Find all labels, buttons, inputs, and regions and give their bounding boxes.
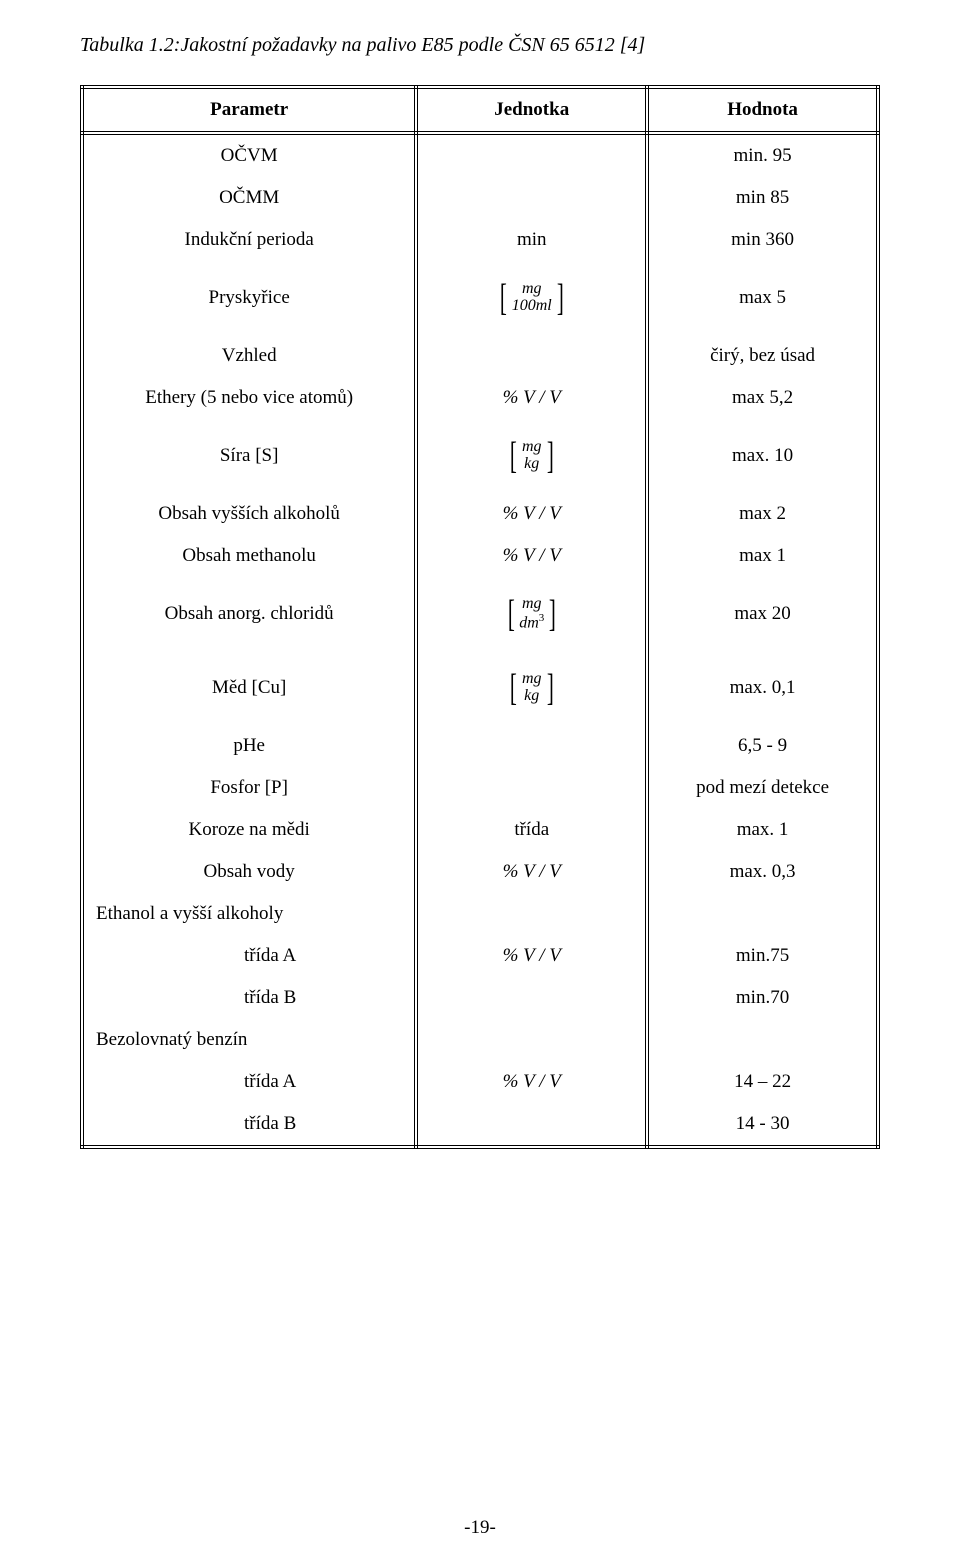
unit-cell: % V / V bbox=[416, 535, 647, 577]
page-number: -19- bbox=[0, 1517, 960, 1539]
table-row: Síra [S] [ mg kg ] max. 10 bbox=[82, 419, 878, 493]
table-row: OČMM min 85 bbox=[82, 177, 878, 219]
value-cell: min.75 bbox=[647, 935, 878, 977]
value-cell: max. 1 bbox=[647, 809, 878, 851]
header-hodnota: Hodnota bbox=[647, 87, 878, 133]
param-cell: OČMM bbox=[82, 177, 416, 219]
value-cell: max 5,2 bbox=[647, 377, 878, 419]
table-row: třída B 14 - 30 bbox=[82, 1103, 878, 1147]
fraction-bracket: [ mg 100ml ] bbox=[497, 279, 566, 317]
param-cell: Měd [Cu] bbox=[82, 651, 416, 725]
param-cell: třída B bbox=[82, 977, 416, 1019]
param-cell: Fosfor [P] bbox=[82, 767, 416, 809]
param-cell: Koroze na mědi bbox=[82, 809, 416, 851]
table-row: Obsah vyšších alkoholů % V / V max 2 bbox=[82, 493, 878, 535]
value-cell bbox=[647, 1019, 878, 1061]
value-cell: max 1 bbox=[647, 535, 878, 577]
param-cell: OČVM bbox=[82, 133, 416, 177]
unit-cell: min bbox=[416, 219, 647, 261]
param-cell: Ethery (5 nebo vice atomů) bbox=[82, 377, 416, 419]
unit-cell bbox=[416, 1019, 647, 1061]
header-parametr: Parametr bbox=[82, 87, 416, 133]
param-cell: Bezolovnatý benzín bbox=[82, 1019, 416, 1061]
value-cell: max 5 bbox=[647, 261, 878, 335]
header-jednotka: Jednotka bbox=[416, 87, 647, 133]
unit-cell: [ mg dm3 ] bbox=[416, 577, 647, 651]
unit-cell bbox=[416, 177, 647, 219]
fraction-bracket: [ mg kg ] bbox=[507, 437, 556, 475]
table-row: Obsah anorg. chloridů [ mg dm3 ] max 20 bbox=[82, 577, 878, 651]
param-cell: Vzhled bbox=[82, 335, 416, 377]
table-row: třída B min.70 bbox=[82, 977, 878, 1019]
table-row: Fosfor [P] pod mezí detekce bbox=[82, 767, 878, 809]
unit-cell: % V / V bbox=[416, 851, 647, 893]
param-cell: Síra [S] bbox=[82, 419, 416, 493]
unit-cell bbox=[416, 767, 647, 809]
table-row: Bezolovnatý benzín bbox=[82, 1019, 878, 1061]
table-row: třída A % V / V 14 – 22 bbox=[82, 1061, 878, 1103]
unit-cell bbox=[416, 133, 647, 177]
table-row: Pryskyřice [ mg 100ml ] max 5 bbox=[82, 261, 878, 335]
unit-cell: % V / V bbox=[416, 935, 647, 977]
param-cell: Obsah vody bbox=[82, 851, 416, 893]
param-cell: Obsah methanolu bbox=[82, 535, 416, 577]
unit-cell: [ mg kg ] bbox=[416, 651, 647, 725]
param-cell: třída A bbox=[82, 1061, 416, 1103]
value-cell: 14 - 30 bbox=[647, 1103, 878, 1147]
value-cell: min 360 bbox=[647, 219, 878, 261]
value-cell: max. 0,1 bbox=[647, 651, 878, 725]
param-cell: Indukční perioda bbox=[82, 219, 416, 261]
unit-cell bbox=[416, 335, 647, 377]
table-row: Ethanol a vyšší alkoholy bbox=[82, 893, 878, 935]
param-cell: třída B bbox=[82, 1103, 416, 1147]
table-caption: Tabulka 1.2:Jakostní požadavky na palivo… bbox=[80, 32, 880, 59]
unit-cell bbox=[416, 893, 647, 935]
table-row: Vzhled čirý, bez úsad bbox=[82, 335, 878, 377]
unit-cell: [ mg 100ml ] bbox=[416, 261, 647, 335]
unit-cell: % V / V bbox=[416, 1061, 647, 1103]
param-cell: Obsah vyšších alkoholů bbox=[82, 493, 416, 535]
value-cell: min 85 bbox=[647, 177, 878, 219]
unit-cell: třída bbox=[416, 809, 647, 851]
table-row: Ethery (5 nebo vice atomů) % V / V max 5… bbox=[82, 377, 878, 419]
fraction-bracket: [ mg kg ] bbox=[507, 669, 556, 707]
value-cell: pod mezí detekce bbox=[647, 767, 878, 809]
value-cell: 6,5 - 9 bbox=[647, 725, 878, 767]
requirements-table: Parametr Jednotka Hodnota OČVM min. 95 O… bbox=[80, 85, 880, 1149]
unit-cell: % V / V bbox=[416, 493, 647, 535]
value-cell: max 2 bbox=[647, 493, 878, 535]
value-cell: čirý, bez úsad bbox=[647, 335, 878, 377]
param-cell: pHe bbox=[82, 725, 416, 767]
param-cell: Ethanol a vyšší alkoholy bbox=[82, 893, 416, 935]
unit-cell: % V / V bbox=[416, 377, 647, 419]
param-cell: Obsah anorg. chloridů bbox=[82, 577, 416, 651]
value-cell bbox=[647, 893, 878, 935]
value-cell: min. 95 bbox=[647, 133, 878, 177]
unit-cell bbox=[416, 725, 647, 767]
table-row: Obsah vody % V / V max. 0,3 bbox=[82, 851, 878, 893]
value-cell: 14 – 22 bbox=[647, 1061, 878, 1103]
table-row: Obsah methanolu % V / V max 1 bbox=[82, 535, 878, 577]
unit-cell bbox=[416, 977, 647, 1019]
table-row: Indukční perioda min min 360 bbox=[82, 219, 878, 261]
value-cell: max 20 bbox=[647, 577, 878, 651]
value-cell: max. 10 bbox=[647, 419, 878, 493]
value-cell: min.70 bbox=[647, 977, 878, 1019]
unit-cell: [ mg kg ] bbox=[416, 419, 647, 493]
unit-cell bbox=[416, 1103, 647, 1147]
param-cell: Pryskyřice bbox=[82, 261, 416, 335]
table-row: Koroze na mědi třída max. 1 bbox=[82, 809, 878, 851]
value-cell: max. 0,3 bbox=[647, 851, 878, 893]
param-cell: třída A bbox=[82, 935, 416, 977]
table-row: pHe 6,5 - 9 bbox=[82, 725, 878, 767]
table-row: OČVM min. 95 bbox=[82, 133, 878, 177]
table-row: třída A % V / V min.75 bbox=[82, 935, 878, 977]
table-header-row: Parametr Jednotka Hodnota bbox=[82, 87, 878, 133]
fraction-bracket: [ mg dm3 ] bbox=[505, 595, 559, 633]
table-row: Měd [Cu] [ mg kg ] max. 0,1 bbox=[82, 651, 878, 725]
